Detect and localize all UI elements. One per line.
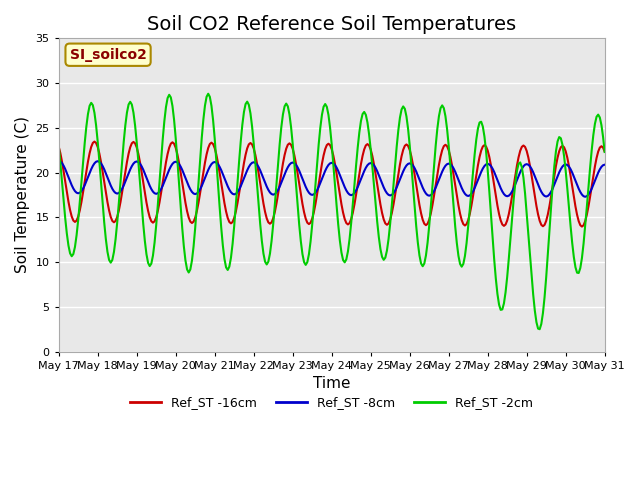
Ref_ST -16cm xyxy=(601,149,609,155)
Title: Soil CO2 Reference Soil Temperatures: Soil CO2 Reference Soil Temperatures xyxy=(147,15,516,34)
Line: Ref_ST -16cm: Ref_ST -16cm xyxy=(59,142,605,227)
Ref_ST -2cm xyxy=(536,326,543,332)
Ref_ST -16cm xyxy=(484,148,492,154)
Ref_ST -8cm xyxy=(355,180,363,186)
Ref_ST -8cm xyxy=(581,194,589,200)
Ref_ST -2cm xyxy=(67,251,74,256)
Ref_ST -8cm xyxy=(489,166,497,171)
Y-axis label: Soil Temperature (C): Soil Temperature (C) xyxy=(15,117,30,274)
Ref_ST -8cm xyxy=(55,158,63,164)
Ref_ST -8cm xyxy=(471,185,479,191)
Ref_ST -2cm xyxy=(204,91,212,96)
Ref_ST -2cm xyxy=(490,256,498,262)
Ref_ST -2cm xyxy=(472,136,480,142)
Ref_ST -8cm xyxy=(482,162,490,168)
Line: Ref_ST -2cm: Ref_ST -2cm xyxy=(59,94,605,329)
X-axis label: Time: Time xyxy=(313,376,351,391)
Text: SI_soilco2: SI_soilco2 xyxy=(70,48,147,62)
Ref_ST -2cm xyxy=(357,118,365,124)
Ref_ST -16cm xyxy=(578,224,586,229)
Ref_ST -2cm xyxy=(55,143,63,149)
Ref_ST -2cm xyxy=(225,264,233,270)
Ref_ST -16cm xyxy=(91,139,99,144)
Ref_ST -16cm xyxy=(490,182,498,188)
Ref_ST -8cm xyxy=(67,179,74,184)
Ref_ST -16cm xyxy=(55,144,63,149)
Ref_ST -8cm xyxy=(224,183,232,189)
Ref_ST -8cm xyxy=(601,162,609,168)
Legend: Ref_ST -16cm, Ref_ST -8cm, Ref_ST -2cm: Ref_ST -16cm, Ref_ST -8cm, Ref_ST -2cm xyxy=(125,391,538,414)
Ref_ST -16cm xyxy=(472,172,480,178)
Ref_ST -16cm xyxy=(225,219,233,225)
Ref_ST -16cm xyxy=(357,161,365,167)
Line: Ref_ST -8cm: Ref_ST -8cm xyxy=(59,161,605,197)
Ref_ST -2cm xyxy=(484,167,492,173)
Ref_ST -2cm xyxy=(601,149,609,155)
Ref_ST -16cm xyxy=(67,207,74,213)
